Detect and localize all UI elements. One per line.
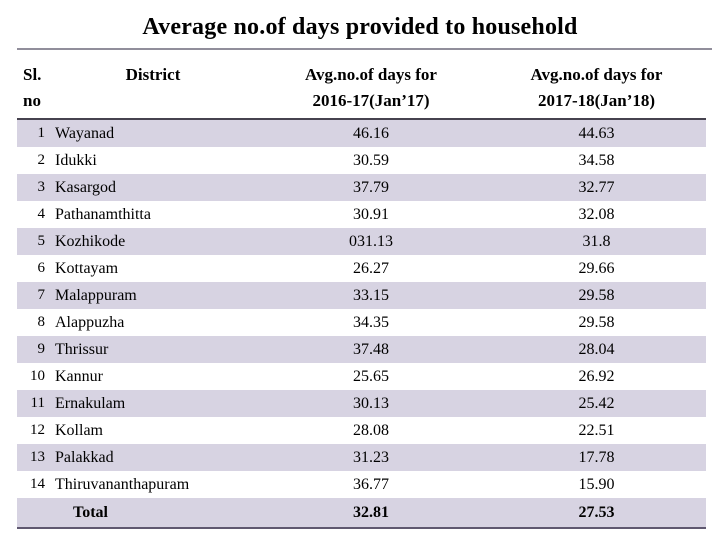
district-cell: Kollam: [55, 422, 103, 439]
table-row: 2 Idukki 30.59 34.58: [17, 147, 706, 174]
header-sl-no: Sl. no: [17, 60, 51, 120]
y2016-cell: 36.77: [353, 476, 389, 493]
y2017-cell: 28.04: [578, 341, 615, 358]
header-district: District: [51, 60, 255, 120]
y2017-cell: 29.66: [578, 260, 615, 277]
sl-cell: 10: [30, 368, 45, 384]
district-cell: Idukki: [55, 152, 97, 169]
district-cell: Kasargod: [55, 179, 117, 196]
table-body: 1 Wayanad 46.16 44.63 2 Idukki 30.59 34.…: [17, 119, 706, 498]
table-row: 3 Kasargod 37.79 32.77: [17, 174, 706, 201]
header-avg-2016-line1: Avg.no.of days for: [305, 65, 437, 84]
y2016-cell: 30.91: [353, 206, 389, 223]
table-row: 13 Palakkad 31.23 17.78: [17, 444, 706, 471]
table-row: 1 Wayanad 46.16 44.63: [17, 119, 706, 147]
sl-cell: 5: [37, 233, 46, 249]
sl-cell: 9: [37, 341, 46, 357]
y2016-cell: 30.59: [353, 152, 389, 169]
total-label: Total: [51, 498, 255, 529]
table-row: 14 Thiruvananthapuram 36.77 15.90: [17, 471, 706, 498]
sl-cell: 4: [37, 206, 46, 222]
table-footer: Total 32.81 27.53: [17, 498, 706, 529]
y2017-cell: 29.58: [578, 314, 615, 331]
sl-cell: 7: [37, 287, 46, 303]
y2016-cell: 28.08: [353, 422, 389, 439]
district-cell: Kannur: [55, 368, 103, 385]
district-cell: Pathanamthitta: [55, 206, 151, 223]
y2017-cell: 32.08: [578, 206, 615, 223]
sl-cell: 2: [37, 152, 46, 168]
title-divider: [17, 48, 712, 50]
table-row: 9 Thrissur 37.48 28.04: [17, 336, 706, 363]
y2017-cell: 15.90: [578, 476, 615, 493]
table-row: 10 Kannur 25.65 26.92: [17, 363, 706, 390]
sl-cell: 12: [30, 422, 45, 438]
table-row: 11 Ernakulam 30.13 25.42: [17, 390, 706, 417]
district-cell: Malappuram: [55, 287, 137, 304]
table-row: 12 Kollam 28.08 22.51: [17, 417, 706, 444]
header-sl-line1: Sl.: [23, 65, 42, 84]
total-row: Total 32.81 27.53: [17, 498, 706, 529]
district-cell: Kottayam: [55, 260, 119, 277]
y2016-cell: 25.65: [353, 368, 389, 385]
y2017-cell: 31.8: [582, 233, 611, 250]
header-avg-2017-line1: Avg.no.of days for: [530, 65, 663, 84]
header-avg-2016: Avg.no.of days for 2016-17(Jan’17): [255, 60, 487, 120]
y2016-cell: 031.13: [349, 233, 393, 250]
district-cell: Ernakulam: [55, 395, 126, 412]
y2017-cell: 34.58: [578, 152, 615, 169]
page-title: Average no.of days provided to household: [142, 14, 578, 40]
table-row: 5 Kozhikode 031.13 31.8: [17, 228, 706, 255]
y2016-cell: 33.15: [353, 287, 389, 304]
y2016-cell: 26.27: [353, 260, 389, 277]
y2016-cell: 46.16: [353, 125, 389, 142]
header-sl-line2: no: [23, 91, 41, 110]
sl-cell: 6: [37, 260, 46, 276]
total-y2017: 27.53: [487, 498, 706, 529]
table-header: Sl. no District Avg.no.of days for 2016-…: [17, 60, 706, 120]
y2017-cell: 26.92: [578, 368, 615, 385]
table-row: 4 Pathanamthitta 30.91 32.08: [17, 201, 706, 228]
sl-cell: 13: [30, 449, 45, 465]
y2016-cell: 31.23: [353, 449, 389, 466]
sl-cell: 8: [37, 314, 46, 330]
sl-cell: 11: [30, 395, 45, 411]
district-cell: Wayanad: [55, 125, 115, 142]
table-row: 7 Malappuram 33.15 29.58: [17, 282, 706, 309]
y2017-cell: 22.51: [578, 422, 615, 439]
district-cell: Thiruvananthapuram: [55, 476, 190, 493]
header-avg-2017: Avg.no.of days for 2017-18(Jan’18): [487, 60, 706, 120]
y2016-cell: 34.35: [353, 314, 389, 331]
header-avg-2017-line2: 2017-18(Jan’18): [537, 91, 656, 110]
sl-cell: 14: [30, 476, 45, 492]
y2017-cell: 29.58: [578, 287, 615, 304]
y2017-cell: 32.77: [578, 179, 615, 196]
district-cell: Alappuzha: [55, 314, 125, 331]
header-avg-2016-line2: 2016-17(Jan’17): [312, 91, 430, 110]
y2016-cell: 37.79: [353, 179, 389, 196]
sl-cell: 1: [37, 125, 46, 141]
district-cell: Palakkad: [55, 449, 114, 466]
total-y2016: 32.81: [255, 498, 487, 529]
table-row: 8 Alappuzha 34.35 29.58: [17, 309, 706, 336]
y2017-cell: 17.78: [578, 449, 615, 466]
y2017-cell: 25.42: [578, 395, 615, 412]
y2016-cell: 30.13: [353, 395, 389, 412]
district-cell: Kozhikode: [55, 233, 126, 250]
avg-days-table: Sl. no District Avg.no.of days for 2016-…: [17, 60, 706, 529]
total-sl-cell: [17, 498, 51, 529]
table-row: 6 Kottayam 26.27 29.66: [17, 255, 706, 282]
y2017-cell: 44.63: [578, 125, 615, 142]
sl-cell: 3: [37, 179, 46, 195]
district-cell: Thrissur: [55, 341, 109, 358]
y2016-cell: 37.48: [353, 341, 389, 358]
